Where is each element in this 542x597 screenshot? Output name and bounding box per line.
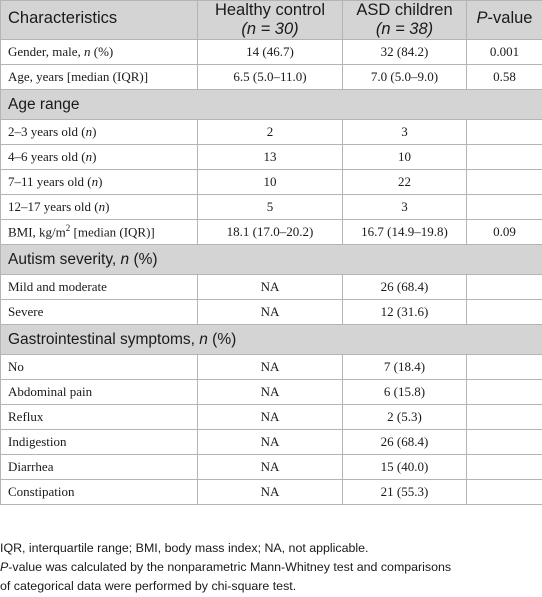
table-row: Age, years [median (IQR)] 6.5 (5.0–11.0)… — [0, 64, 542, 90]
header-p-italic: P — [476, 9, 488, 27]
section-label: Autism severity, n (%) — [0, 244, 542, 275]
cell-healthy: NA — [197, 299, 343, 325]
cell-asd: 3 — [342, 194, 467, 220]
cell-asd: 12 (31.6) — [342, 299, 467, 325]
cell-asd: 7 (18.4) — [342, 354, 467, 380]
asd-title: ASD children — [356, 1, 453, 20]
table-row: No NA 7 (18.4) — [0, 354, 542, 380]
table-row: 7–11 years old (n) 10 22 — [0, 169, 542, 195]
footnote-abbreviations: IQR, interquartile range; BMI, body mass… — [0, 541, 369, 555]
cell-healthy: NA — [197, 479, 343, 505]
cell-healthy: 18.1 (17.0–20.2) — [197, 219, 343, 245]
cell-p — [466, 404, 542, 430]
footnote-chi-square: of categorical data were performed by ch… — [0, 579, 297, 593]
cell-p — [466, 144, 542, 170]
row-label: 7–11 years old (n) — [0, 169, 198, 195]
row-label: Abdominal pain — [0, 379, 198, 405]
cell-asd: 22 — [342, 169, 467, 195]
cell-asd: 16.7 (14.9–19.8) — [342, 219, 467, 245]
table-footnotes: IQR, interquartile range; BMI, body mass… — [0, 539, 542, 596]
cell-healthy: NA — [197, 429, 343, 455]
table-row: 12–17 years old (n) 5 3 — [0, 194, 542, 220]
table-row: Abdominal pain NA 6 (15.8) — [0, 379, 542, 405]
cell-p — [466, 354, 542, 380]
table-row: Severe NA 12 (31.6) — [0, 299, 542, 325]
header-healthy-control: Healthy control (n = 30) — [197, 0, 343, 40]
cell-asd: 10 — [342, 144, 467, 170]
row-label: Gender, male, n (%) — [0, 39, 198, 65]
table-row: Gender, male, n (%) 14 (46.7) 32 (84.2) … — [0, 39, 542, 65]
cell-healthy: NA — [197, 379, 343, 405]
cell-healthy: NA — [197, 354, 343, 380]
row-label: Constipation — [0, 479, 198, 505]
row-label: 12–17 years old (n) — [0, 194, 198, 220]
asd-n: (n = 38) — [375, 20, 434, 38]
cell-asd: 6 (15.8) — [342, 379, 467, 405]
cell-healthy: NA — [197, 404, 343, 430]
section-label: Gastrointestinal symptoms, n (%) — [0, 324, 542, 355]
table-row: 2–3 years old (n) 2 3 — [0, 119, 542, 145]
characteristics-table: Characteristics Healthy control (n = 30)… — [0, 0, 542, 505]
section-gastrointestinal-symptoms: Gastrointestinal symptoms, n (%) — [0, 324, 542, 355]
cell-p: 0.001 — [466, 39, 542, 65]
cell-healthy: NA — [197, 274, 343, 300]
cell-asd: 2 (5.3) — [342, 404, 467, 430]
row-label: 4–6 years old (n) — [0, 144, 198, 170]
cell-asd: 26 (68.4) — [342, 274, 467, 300]
header-p-rest: -value — [487, 9, 533, 27]
cell-p — [466, 169, 542, 195]
footnote-pvalue: P-value was calculated by the nonparamet… — [0, 560, 452, 574]
table-header-row: Characteristics Healthy control (n = 30)… — [0, 0, 542, 40]
cell-asd: 15 (40.0) — [342, 454, 467, 480]
table-row: Diarrhea NA 15 (40.0) — [0, 454, 542, 480]
cell-healthy: 10 — [197, 169, 343, 195]
row-label: Diarrhea — [0, 454, 198, 480]
cell-asd: 26 (68.4) — [342, 429, 467, 455]
cell-asd: 21 (55.3) — [342, 479, 467, 505]
table-row: BMI, kg/m2 [median (IQR)] 18.1 (17.0–20.… — [0, 219, 542, 245]
cell-asd: 7.0 (5.0–9.0) — [342, 64, 467, 90]
row-label: Mild and moderate — [0, 274, 198, 300]
cell-healthy: 14 (46.7) — [197, 39, 343, 65]
row-label: Age, years [median (IQR)] — [0, 64, 198, 90]
table-row: Reflux NA 2 (5.3) — [0, 404, 542, 430]
header-characteristics: Characteristics — [0, 0, 198, 40]
row-label: Severe — [0, 299, 198, 325]
cell-p — [466, 274, 542, 300]
row-label: BMI, kg/m2 [median (IQR)] — [0, 219, 198, 245]
cell-asd: 32 (84.2) — [342, 39, 467, 65]
cell-p: 0.58 — [466, 64, 542, 90]
row-label: No — [0, 354, 198, 380]
healthy-title: Healthy control — [214, 1, 326, 20]
table-row: 4–6 years old (n) 13 10 — [0, 144, 542, 170]
section-autism-severity: Autism severity, n (%) — [0, 244, 542, 275]
table-row: Indigestion NA 26 (68.4) — [0, 429, 542, 455]
table-row: Constipation NA 21 (55.3) — [0, 479, 542, 505]
cell-p — [466, 479, 542, 505]
cell-p — [466, 194, 542, 220]
cell-p — [466, 379, 542, 405]
cell-p — [466, 454, 542, 480]
cell-p: 0.09 — [466, 219, 542, 245]
healthy-n: (n = 30) — [241, 20, 299, 38]
cell-healthy: NA — [197, 454, 343, 480]
cell-p — [466, 299, 542, 325]
row-label: Indigestion — [0, 429, 198, 455]
cell-p — [466, 429, 542, 455]
cell-healthy: 6.5 (5.0–11.0) — [197, 64, 343, 90]
cell-p — [466, 119, 542, 145]
cell-healthy: 5 — [197, 194, 343, 220]
row-label: Reflux — [0, 404, 198, 430]
row-label: 2–3 years old (n) — [0, 119, 198, 145]
header-asd-children: ASD children (n = 38) — [342, 0, 467, 40]
cell-asd: 3 — [342, 119, 467, 145]
section-label: Age range — [0, 89, 542, 120]
header-p-value: P-value — [466, 0, 542, 40]
cell-healthy: 2 — [197, 119, 343, 145]
section-age-range: Age range — [0, 89, 542, 120]
table-row: Mild and moderate NA 26 (68.4) — [0, 274, 542, 300]
cell-healthy: 13 — [197, 144, 343, 170]
